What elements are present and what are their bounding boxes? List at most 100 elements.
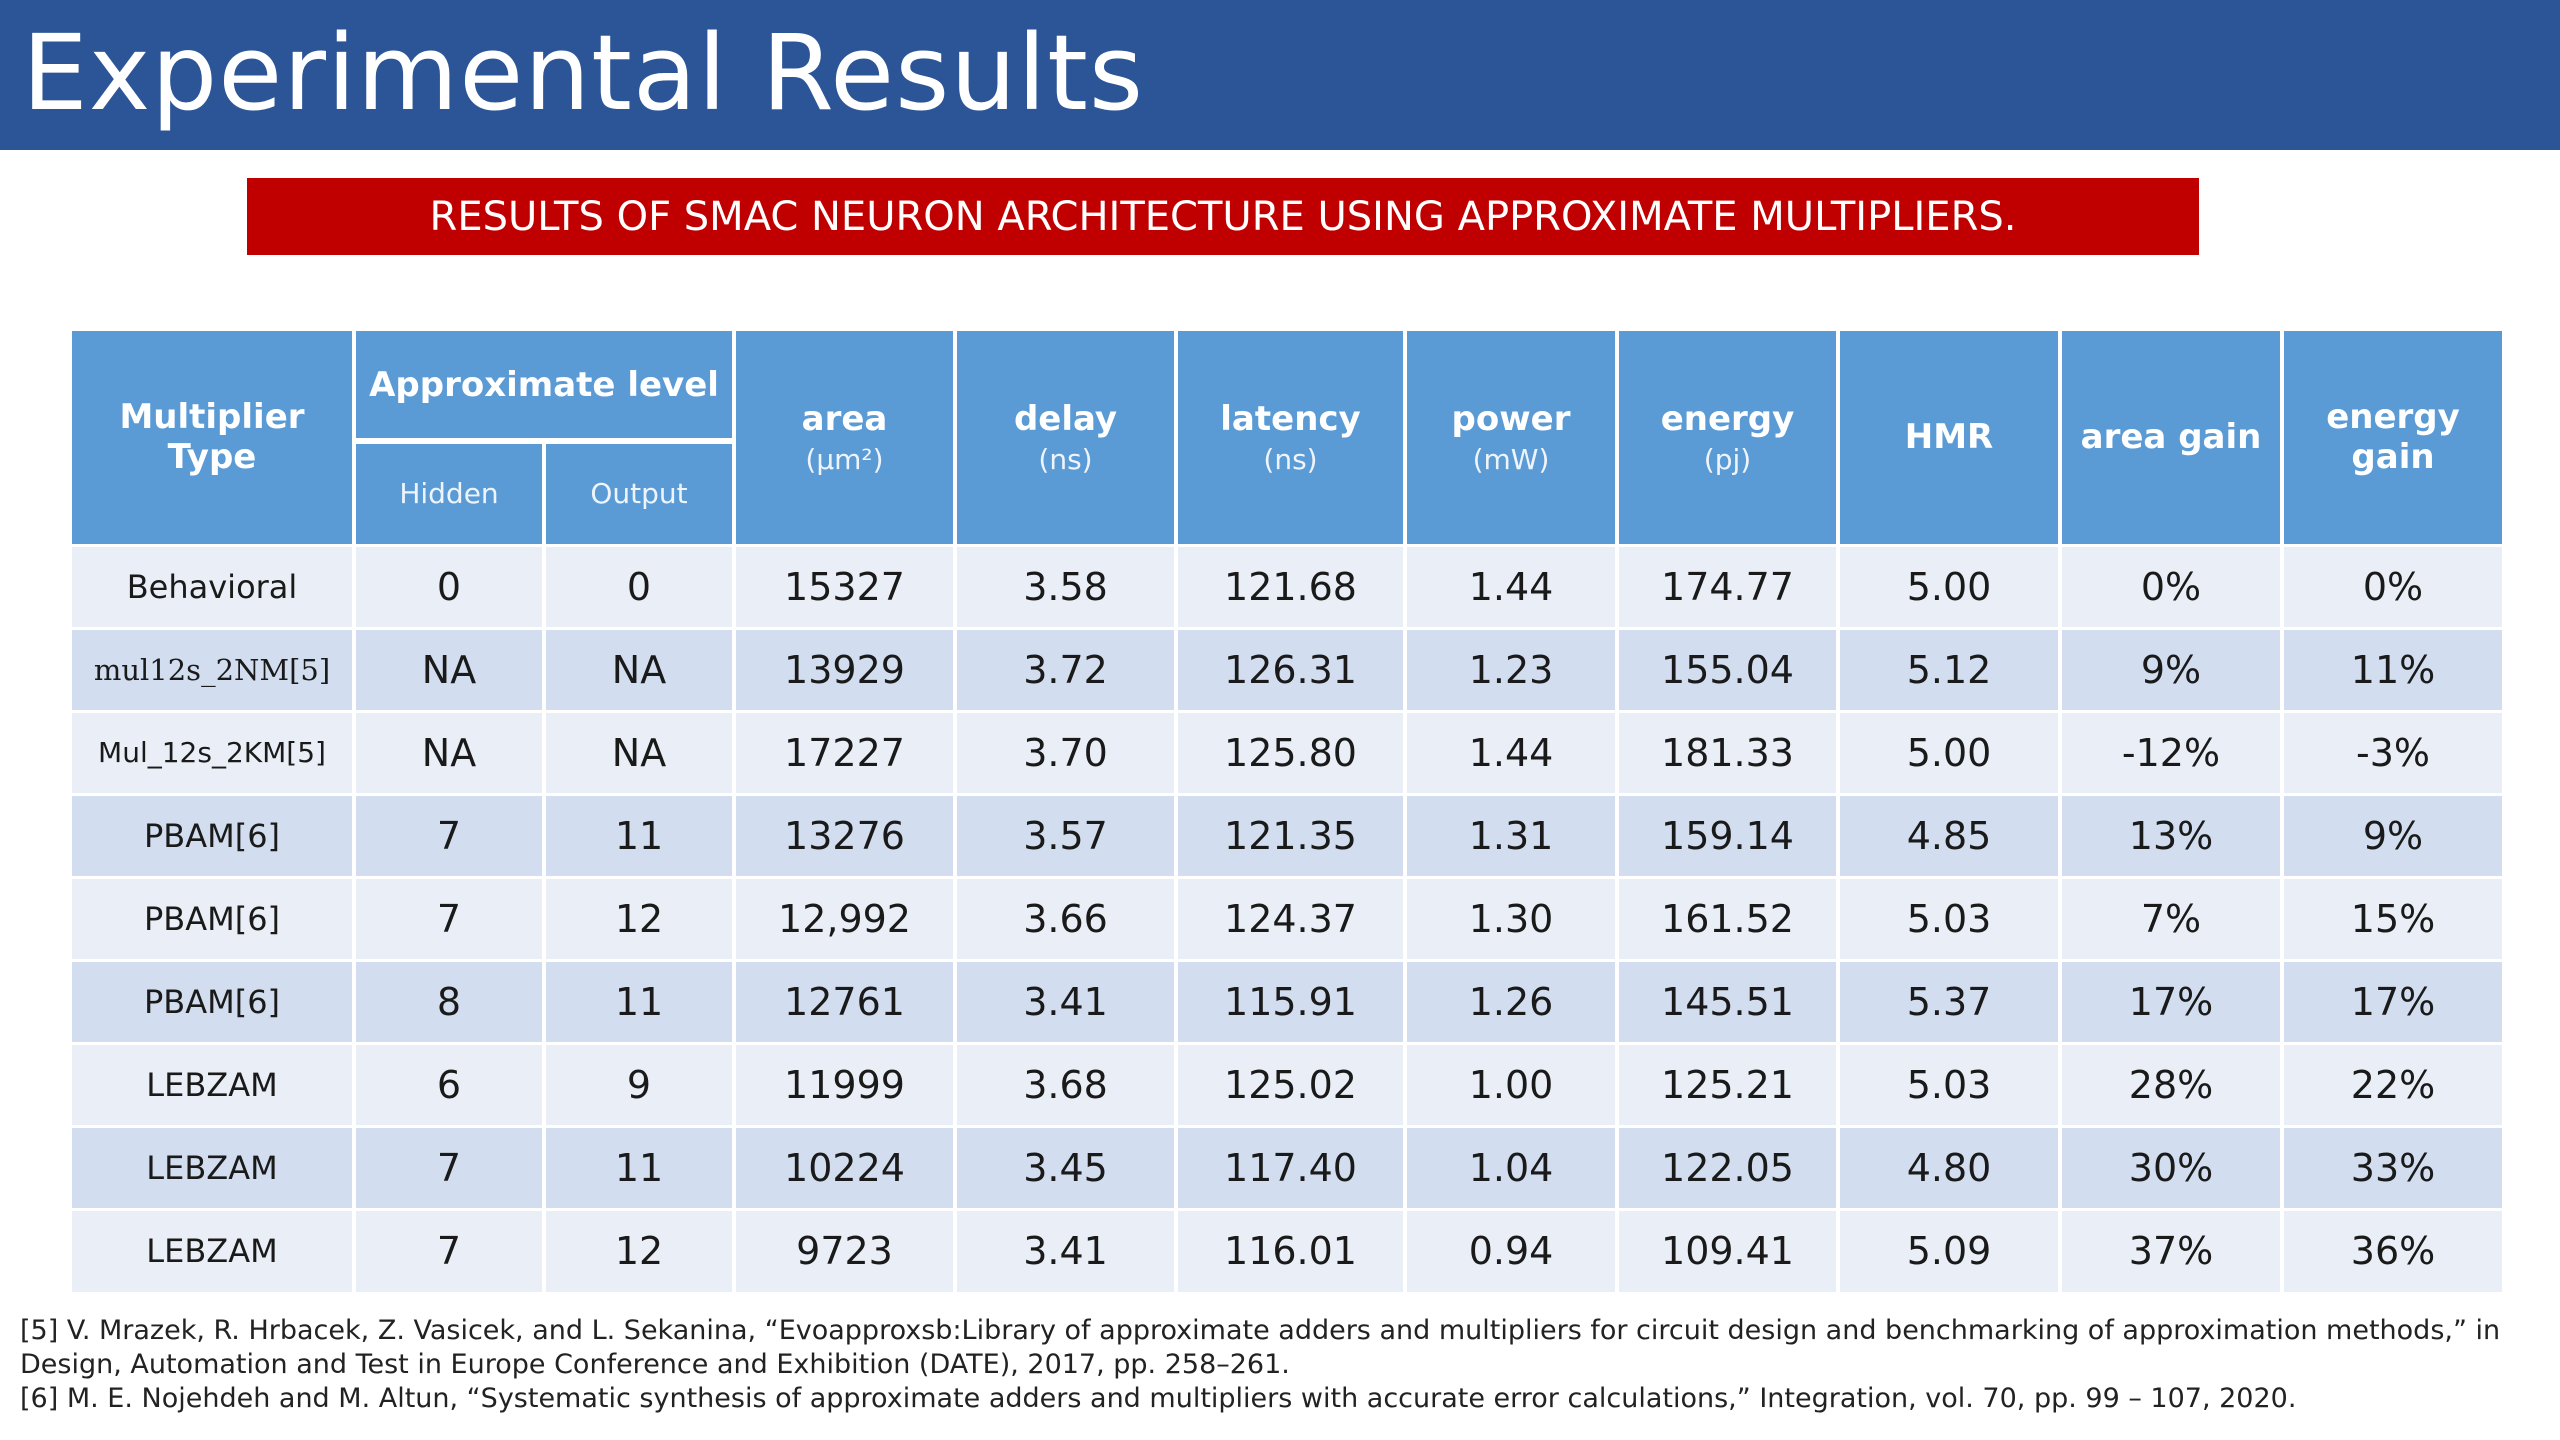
cell-area: 13929: [732, 626, 957, 711]
cell-multiplier-type: Mul_12s_2KM[5]: [68, 709, 356, 794]
cell-latency: 125.02: [1174, 1041, 1407, 1126]
table-row: PBAM[6] 7 12 12,992 3.66 124.37 1.30 161…: [68, 875, 2506, 960]
cell-multiplier-type: LEBZAM: [68, 1207, 356, 1292]
header-latency-unit: (ns): [1263, 442, 1318, 476]
cell-hidden: 0: [352, 543, 546, 628]
cell-area: 12,992: [732, 875, 957, 960]
cell-area: 9723: [732, 1207, 957, 1292]
table-caption-box: RESULTS OF SMAC NEURON ARCHITECTURE USIN…: [247, 178, 2199, 255]
cell-energy-gain: 15%: [2280, 875, 2506, 960]
cell-energy-gain: 0%: [2280, 543, 2506, 628]
cell-energy: 155.04: [1615, 626, 1840, 711]
cell-energy: 109.41: [1615, 1207, 1840, 1292]
cell-delay: 3.68: [953, 1041, 1178, 1126]
cell-hmr: 5.00: [1836, 543, 2062, 628]
cell-hmr: 5.03: [1836, 875, 2062, 960]
header-multiplier-type: Multiplier Type: [68, 331, 356, 545]
cell-area: 15327: [732, 543, 957, 628]
cell-delay: 3.72: [953, 626, 1178, 711]
cell-energy: 122.05: [1615, 1124, 1840, 1209]
cell-area-gain: 17%: [2058, 958, 2284, 1043]
cell-power: 1.31: [1403, 792, 1619, 877]
cell-multiplier-type: LEBZAM: [68, 1041, 356, 1126]
header-approximate-level: Approximate level: [352, 331, 736, 444]
header-area-unit: (μm²): [805, 442, 884, 476]
table-body: Behavioral 0 0 15327 3.58 121.68 1.44 17…: [68, 543, 2506, 1292]
cell-delay: 3.66: [953, 875, 1178, 960]
cell-energy: 125.21: [1615, 1041, 1840, 1126]
table-row: Behavioral 0 0 15327 3.58 121.68 1.44 17…: [68, 543, 2506, 628]
reference-6: [6] M. E. Nojehdeh and M. Altun, “System…: [20, 1383, 2297, 1414]
cell-power: 1.23: [1403, 626, 1619, 711]
cell-output: 11: [542, 958, 736, 1043]
cell-output: 0: [542, 543, 736, 628]
cell-energy: 161.52: [1615, 875, 1840, 960]
cell-area: 13276: [732, 792, 957, 877]
cell-energy: 145.51: [1615, 958, 1840, 1043]
cell-energy-gain: 9%: [2280, 792, 2506, 877]
cell-energy-gain: 36%: [2280, 1207, 2506, 1292]
table-header: Multiplier Type Approximate level area (μ…: [68, 331, 2506, 545]
cell-multiplier-type: PBAM[6]: [68, 875, 356, 960]
table-row: LEBZAM 7 12 9723 3.41 116.01 0.94 109.41…: [68, 1207, 2506, 1292]
results-table: Multiplier Type Approximate level area (μ…: [68, 331, 2506, 1292]
cell-area-gain: 30%: [2058, 1124, 2284, 1209]
cell-hmr: 5.37: [1836, 958, 2062, 1043]
cell-latency: 116.01: [1174, 1207, 1407, 1292]
cell-area-gain: -12%: [2058, 709, 2284, 794]
header-latency: latency (ns): [1174, 331, 1407, 545]
header-power: power (mW): [1403, 331, 1619, 545]
cell-area: 12761: [732, 958, 957, 1043]
cell-power: 1.44: [1403, 709, 1619, 794]
references: [5] V. Mrazek, R. Hrbacek, Z. Vasicek, a…: [20, 1314, 2520, 1416]
cell-hmr: 5.00: [1836, 709, 2062, 794]
cell-multiplier-type: LEBZAM: [68, 1124, 356, 1209]
cell-energy-gain: 33%: [2280, 1124, 2506, 1209]
cell-area-gain: 37%: [2058, 1207, 2284, 1292]
cell-hidden: NA: [352, 626, 546, 711]
cell-hidden: 7: [352, 1124, 546, 1209]
table-caption: RESULTS OF SMAC NEURON ARCHITECTURE USIN…: [429, 193, 2017, 240]
table-row: PBAM[6] 8 11 12761 3.41 115.91 1.26 145.…: [68, 958, 2506, 1043]
cell-output: NA: [542, 709, 736, 794]
table-row: Mul_12s_2KM[5] NA NA 17227 3.70 125.80 1…: [68, 709, 2506, 794]
cell-multiplier-type: Behavioral: [68, 543, 356, 628]
cell-power: 1.00: [1403, 1041, 1619, 1126]
cell-output: 11: [542, 792, 736, 877]
cell-power: 0.94: [1403, 1207, 1619, 1292]
cell-energy: 174.77: [1615, 543, 1840, 628]
cell-delay: 3.41: [953, 1207, 1178, 1292]
cell-area: 10224: [732, 1124, 957, 1209]
slide-title: Experimental Results: [22, 12, 1145, 134]
cell-hidden: 6: [352, 1041, 546, 1126]
table-row: PBAM[6] 7 11 13276 3.57 121.35 1.31 159.…: [68, 792, 2506, 877]
cell-latency: 115.91: [1174, 958, 1407, 1043]
cell-delay: 3.45: [953, 1124, 1178, 1209]
cell-area-gain: 9%: [2058, 626, 2284, 711]
cell-output: 11: [542, 1124, 736, 1209]
cell-area-gain: 0%: [2058, 543, 2284, 628]
header-energy-gain: energy gain: [2280, 331, 2506, 545]
cell-multiplier-type: PBAM[6]: [68, 958, 356, 1043]
cell-area-gain: 28%: [2058, 1041, 2284, 1126]
header-area-gain: area gain: [2058, 331, 2284, 545]
cell-hmr: 5.12: [1836, 626, 2062, 711]
cell-power: 1.26: [1403, 958, 1619, 1043]
table-row: LEBZAM 7 11 10224 3.45 117.40 1.04 122.0…: [68, 1124, 2506, 1209]
cell-latency: 125.80: [1174, 709, 1407, 794]
cell-output: 12: [542, 1207, 736, 1292]
cell-delay: 3.70: [953, 709, 1178, 794]
header-energy-unit: (pj): [1703, 442, 1752, 476]
cell-energy-gain: -3%: [2280, 709, 2506, 794]
cell-hidden: 8: [352, 958, 546, 1043]
cell-power: 1.44: [1403, 543, 1619, 628]
cell-output: 12: [542, 875, 736, 960]
table-row: mul12s_2NM[5] NA NA 13929 3.72 126.31 1.…: [68, 626, 2506, 711]
cell-delay: 3.57: [953, 792, 1178, 877]
cell-output: 9: [542, 1041, 736, 1126]
header-area: area (μm²): [732, 331, 957, 545]
cell-power: 1.04: [1403, 1124, 1619, 1209]
cell-hmr: 5.09: [1836, 1207, 2062, 1292]
cell-area: 11999: [732, 1041, 957, 1126]
cell-power: 1.30: [1403, 875, 1619, 960]
